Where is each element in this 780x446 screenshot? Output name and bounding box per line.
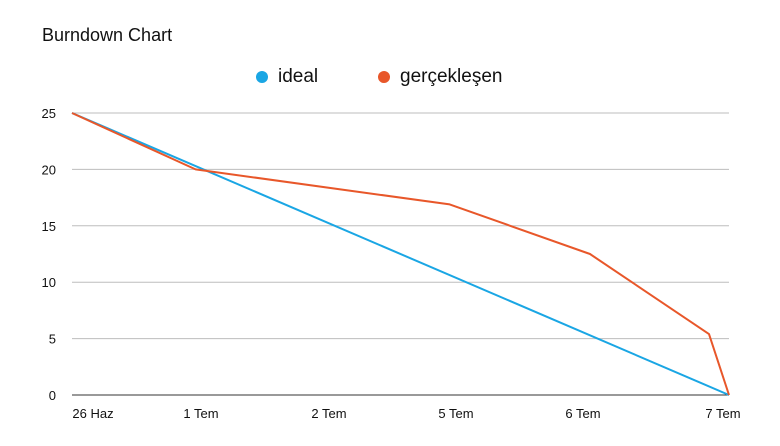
y-tick-label: 15 xyxy=(42,219,56,234)
y-tick-label: 5 xyxy=(49,332,56,347)
legend-marker-ideal xyxy=(256,71,268,83)
series-line-ideal xyxy=(71,112,730,396)
legend-item-ideal[interactable]: ideal xyxy=(256,66,318,88)
chart-title: Burndown Chart xyxy=(42,25,173,45)
x-tick-label: 1 Tem xyxy=(183,406,218,421)
legend-marker-actual xyxy=(378,71,390,83)
y-tick-label: 25 xyxy=(42,106,56,121)
x-tick-label: 2 Tem xyxy=(311,406,346,421)
y-tick-label: 20 xyxy=(42,162,56,177)
legend-item-actual[interactable]: gerçekleşen xyxy=(378,66,502,88)
y-tick-label: 10 xyxy=(42,275,56,290)
series-line-actual xyxy=(71,112,730,396)
legend-label-ideal: ideal xyxy=(278,66,319,87)
y-tick-label: 0 xyxy=(49,388,56,403)
x-tick-label: 7 Tem xyxy=(705,406,740,421)
legend: ideal gerçekleşen xyxy=(0,66,780,96)
x-tick-label: 6 Tem xyxy=(565,406,600,421)
x-tick-label: 26 Haz xyxy=(72,406,113,421)
legend-label-actual: gerçekleşen xyxy=(400,66,503,87)
x-tick-label: 5 Tem xyxy=(438,406,473,421)
